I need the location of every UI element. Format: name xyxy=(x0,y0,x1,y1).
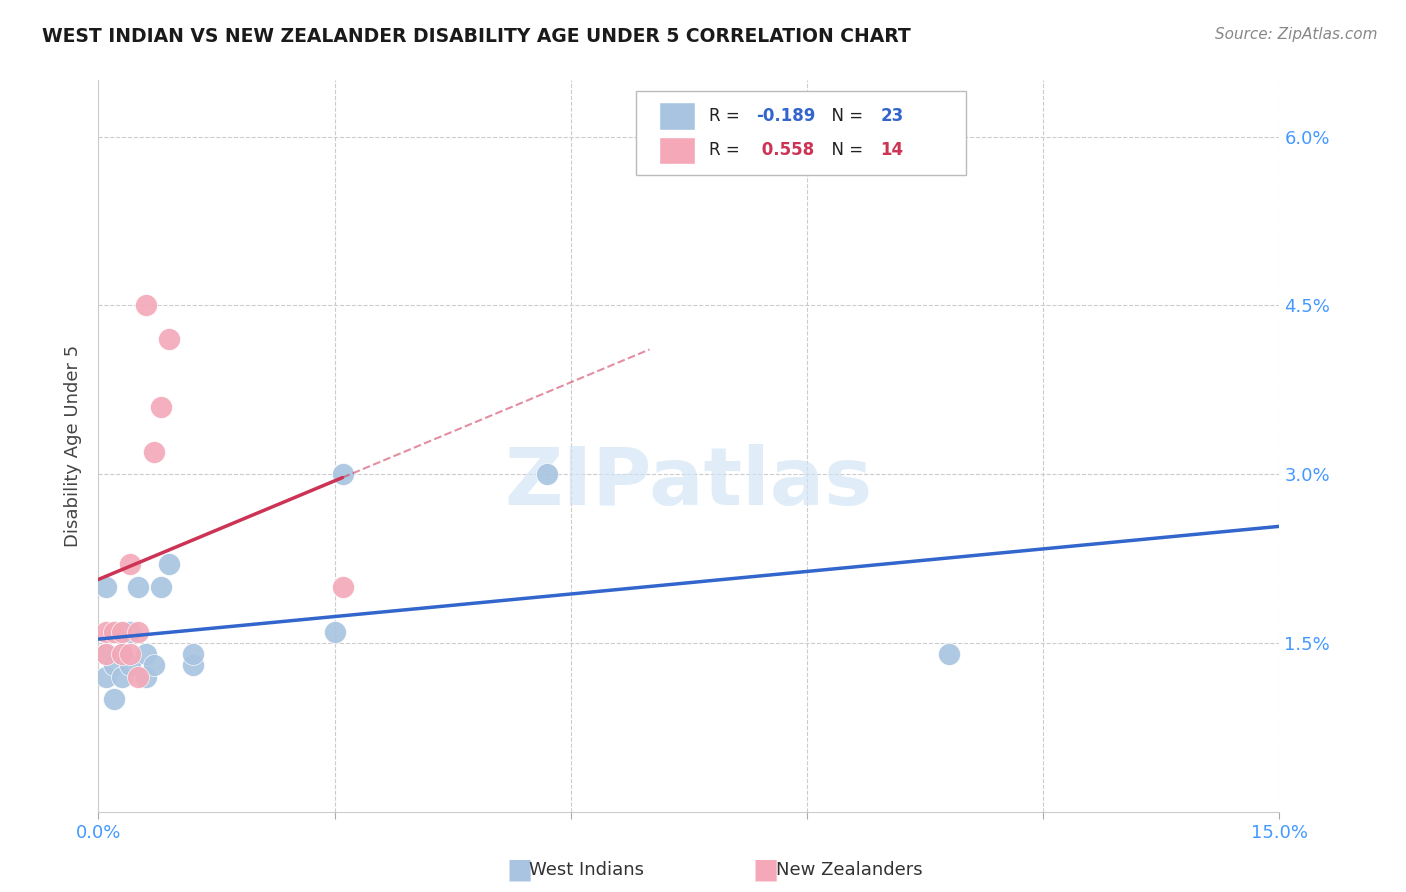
Y-axis label: Disability Age Under 5: Disability Age Under 5 xyxy=(65,345,83,547)
Point xyxy=(111,647,134,661)
Point xyxy=(127,624,149,639)
Text: -0.189: -0.189 xyxy=(756,107,815,125)
Point xyxy=(157,557,180,571)
Point xyxy=(135,670,157,684)
Point xyxy=(135,298,157,312)
Point xyxy=(96,624,118,639)
Text: ■: ■ xyxy=(752,855,779,884)
Text: R =: R = xyxy=(709,107,745,125)
Point xyxy=(118,624,141,639)
FancyBboxPatch shape xyxy=(659,136,695,164)
Point xyxy=(118,647,141,661)
Point xyxy=(157,332,180,346)
Point xyxy=(111,647,134,661)
Point xyxy=(96,580,118,594)
Point xyxy=(111,624,134,639)
Point xyxy=(103,624,125,639)
Text: R =: R = xyxy=(709,142,745,160)
Point xyxy=(142,658,165,673)
Point xyxy=(142,444,165,458)
Point xyxy=(332,580,354,594)
Point xyxy=(127,670,149,684)
Point xyxy=(323,624,346,639)
Text: New Zealanders: New Zealanders xyxy=(776,861,922,879)
Point xyxy=(96,670,118,684)
Point xyxy=(938,647,960,661)
Point xyxy=(118,557,141,571)
Point xyxy=(150,580,173,594)
Text: ■: ■ xyxy=(506,855,533,884)
Text: 0.558: 0.558 xyxy=(756,142,814,160)
Point xyxy=(150,400,173,414)
Point xyxy=(127,580,149,594)
Point xyxy=(111,670,134,684)
Point xyxy=(118,658,141,673)
Text: 14: 14 xyxy=(880,142,904,160)
Text: WEST INDIAN VS NEW ZEALANDER DISABILITY AGE UNDER 5 CORRELATION CHART: WEST INDIAN VS NEW ZEALANDER DISABILITY … xyxy=(42,27,911,45)
Point xyxy=(181,658,204,673)
FancyBboxPatch shape xyxy=(659,103,695,130)
Text: West Indians: West Indians xyxy=(529,861,644,879)
Point xyxy=(103,658,125,673)
Point xyxy=(96,647,118,661)
Text: 23: 23 xyxy=(880,107,904,125)
Text: N =: N = xyxy=(821,142,869,160)
Point xyxy=(103,624,125,639)
Point xyxy=(536,467,558,482)
Point xyxy=(181,647,204,661)
Point xyxy=(111,624,134,639)
Point xyxy=(103,692,125,706)
Point xyxy=(96,647,118,661)
FancyBboxPatch shape xyxy=(636,91,966,176)
Point xyxy=(332,467,354,482)
Text: ZIPatlas: ZIPatlas xyxy=(505,443,873,522)
Point xyxy=(135,647,157,661)
Text: N =: N = xyxy=(821,107,869,125)
Text: Source: ZipAtlas.com: Source: ZipAtlas.com xyxy=(1215,27,1378,42)
